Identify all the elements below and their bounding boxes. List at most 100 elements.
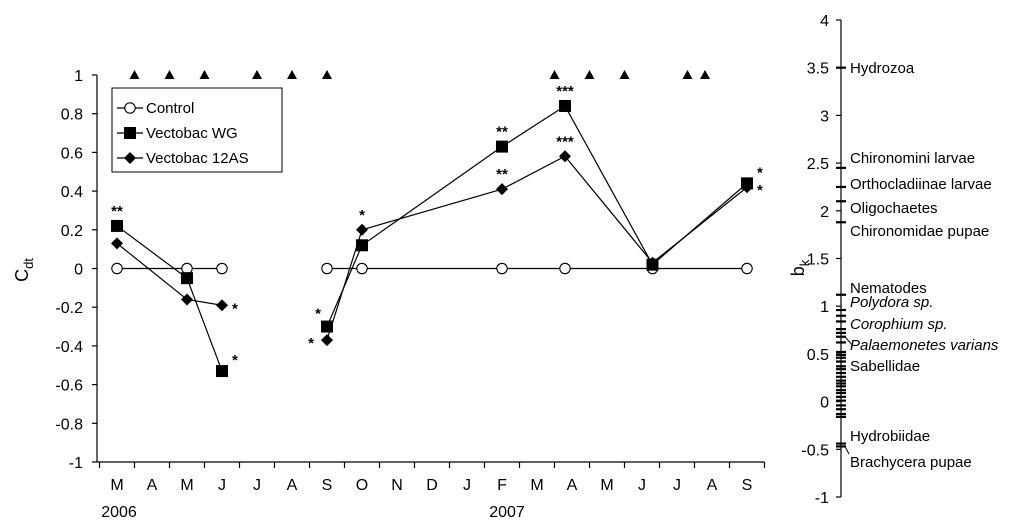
month-label: J (253, 477, 261, 494)
vectobac-12as-point (321, 334, 333, 347)
vectobac-wg-point (124, 127, 136, 139)
bk-chart: 4 3.5 3 2.5 2 1.5 1 0.5 0 -0.5 -1 Hydrozoa Chironomi… (788, 13, 999, 507)
left-series-layer: ******************* (111, 83, 763, 378)
significance-label: * (315, 306, 321, 323)
series-line (326, 155, 748, 341)
legend-entry: Control (146, 100, 194, 117)
month-label: J (638, 477, 646, 494)
vectobac-wg-point (111, 219, 123, 232)
significance-label: * (757, 164, 763, 181)
control-point (741, 262, 753, 275)
application-triangle (322, 70, 332, 79)
left-y-tick-label: -0.4 (55, 339, 83, 356)
left-y-tick-label: 0.8 (61, 107, 83, 124)
significance-label: ** (496, 124, 508, 141)
month-label: A (287, 477, 298, 494)
control-point (356, 262, 368, 275)
significance-label: *** (556, 83, 574, 100)
application-triangle (549, 70, 560, 79)
left-y-tick-label: -0.6 (55, 378, 83, 395)
significance-label: ** (496, 166, 508, 183)
control-point (496, 262, 508, 275)
significance-label: * (308, 335, 314, 352)
vectobac-12as-point (124, 152, 136, 164)
taxon-label: Sabellidae (850, 358, 920, 375)
vectobac-12as-point (111, 237, 123, 250)
taxon-label: Brachycera pupae (850, 454, 972, 471)
month-label: A (147, 477, 158, 494)
significance-label: *** (556, 133, 574, 150)
left-y-axis-title-main: C (12, 269, 32, 282)
leader-line (844, 446, 850, 455)
control-point (181, 262, 193, 275)
vectobac-12as-point (181, 293, 193, 306)
application-triangle (700, 70, 710, 79)
right-y-tick-label: 4 (820, 13, 829, 30)
month-label: S (742, 477, 753, 494)
right-y-tick-label: 0 (820, 395, 829, 412)
taxon-label: Corophium sp. (850, 316, 948, 333)
month-label: N (391, 477, 403, 494)
right-y-tick-label: 3.5 (807, 61, 829, 78)
control-point (216, 262, 228, 275)
right-axes: 4 3.5 3 2.5 2 1.5 1 0.5 0 -0.5 -1 Hydrozoa Chironomi… (801, 13, 998, 507)
right-y-tick-label: 1.5 (807, 252, 829, 269)
month-label: O (356, 477, 368, 494)
significance-label: * (232, 300, 238, 317)
right-y-tick-label: -1 (815, 490, 829, 507)
significance-label: * (757, 182, 763, 199)
taxon-label: Chironomidae pupae (850, 223, 989, 240)
application-triangle (129, 70, 140, 79)
taxon-label: Oligochaetes (850, 200, 938, 217)
month-label: S (322, 477, 333, 494)
month-label: M (110, 477, 123, 494)
vectobac-wg-point (181, 272, 193, 285)
taxon-label: Palaemonetes varians (850, 337, 999, 354)
significance-label: ** (111, 203, 123, 220)
left-axes: 1 0.8 0.6 0.4 0.2 0 -0.2 -0.4 -0.6 -0.8 -1 M A M J J A S O… (55, 68, 766, 521)
left-y-axis-title-sub: dt (21, 258, 36, 269)
month-label: F (497, 477, 507, 494)
month-label: D (426, 477, 438, 494)
right-y-tick-label: 1 (820, 299, 829, 316)
taxon-label: Polydora sp. (850, 294, 933, 311)
control-point (124, 102, 136, 114)
month-label: J (463, 477, 471, 494)
legend: Control Vectobac WG Vectobac 12AS (111, 87, 283, 173)
vectobac-12as-point (646, 256, 659, 269)
left-y-axis-title: Cdt (12, 258, 36, 282)
taxon-label: Hydrobiidae (850, 428, 930, 445)
vectobac-12as-point (216, 299, 228, 312)
left-y-tick-label: -0.2 (55, 300, 83, 317)
application-triangle (682, 70, 693, 79)
year-label: 2007 (489, 504, 525, 521)
month-label: M (600, 477, 613, 494)
significance-label: * (232, 352, 238, 369)
vectobac-12as-point (356, 223, 368, 236)
right-y-tick-label: -0.5 (801, 442, 829, 459)
leader-line (844, 336, 854, 347)
control-point (559, 262, 571, 275)
month-label: J (673, 477, 681, 494)
vectobac-wg-point (496, 140, 508, 153)
legend-entry: Vectobac 12AS (146, 150, 249, 167)
month-label: M (530, 477, 543, 494)
left-y-tick-label: 0.6 (61, 145, 83, 162)
left-y-tick-label: 0 (74, 262, 83, 279)
application-triangle (584, 70, 595, 79)
cdt-chart: 1 0.8 0.6 0.4 0.2 0 -0.2 -0.4 -0.6 -0.8 -1 M A M J J A S O… (12, 68, 766, 521)
month-label: A (707, 477, 718, 494)
series-line (116, 225, 223, 372)
left-y-tick-label: 1 (74, 68, 83, 85)
vectobac-12as-point (496, 183, 508, 196)
left-y-tick-label: -0.8 (55, 416, 83, 433)
taxon-label: Orthocladiinae larvae (850, 176, 992, 193)
control-point (111, 262, 123, 275)
series-line (116, 242, 223, 306)
application-triangle (287, 70, 297, 79)
month-label: J (218, 477, 226, 494)
control-point (321, 262, 333, 275)
taxon-label: Hydrozoa (850, 60, 915, 77)
right-y-tick-label: 0.5 (807, 347, 829, 364)
